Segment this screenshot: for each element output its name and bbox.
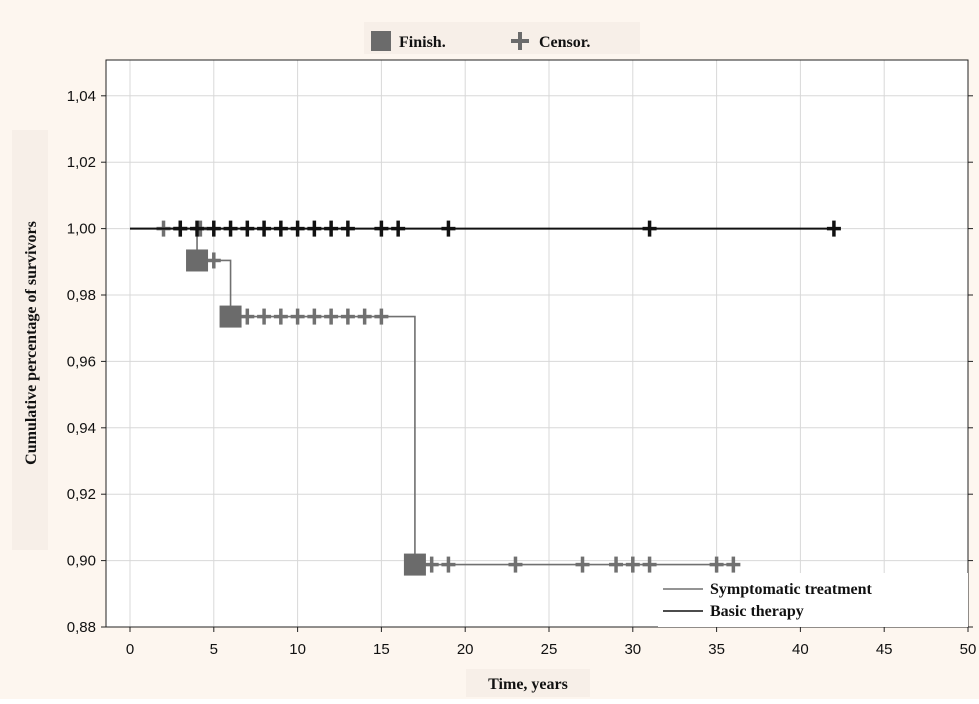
y-axis: 0,88 0,90 0,92 0,94 0,96 0,98 1,00 1,02 1,04	[67, 88, 973, 636]
x-tick-label: 0	[126, 641, 134, 658]
x-tick-label: 15	[373, 641, 390, 658]
y-tick-label: 0,92	[67, 486, 96, 503]
x-tick-label: 20	[457, 641, 474, 658]
censor-marker	[441, 556, 456, 573]
plot-frame	[105, 59, 969, 628]
y-tick-label: 0,98	[67, 287, 96, 304]
censor-marker	[190, 220, 205, 237]
x-tick-label: 30	[624, 641, 641, 658]
y-tick-label: 0,90	[67, 553, 96, 570]
censor-marker	[206, 220, 221, 237]
y-tick-label: 0,88	[67, 619, 96, 636]
censor-marker	[324, 220, 339, 237]
legend-basic-label: Basic therapy	[710, 603, 804, 620]
marker-legend: Finish. Censor.	[364, 22, 640, 54]
series-group	[130, 220, 841, 576]
censor-legend-label: Censor.	[539, 34, 590, 51]
series-legend: Symptomatic treatment Basic therapy	[658, 573, 968, 627]
censor-marker	[307, 308, 322, 325]
censor-marker	[424, 556, 439, 573]
y-tick-label: 0,96	[67, 353, 96, 370]
finish-marker	[403, 553, 426, 576]
x-tick-label: 40	[792, 641, 809, 658]
grid	[106, 60, 969, 628]
censor-marker	[374, 308, 389, 325]
y-tick-label: 0,94	[67, 420, 96, 437]
censor-marker	[273, 308, 288, 325]
y-tick-label: 1,02	[67, 154, 96, 171]
finish-marker	[219, 305, 242, 328]
censor-marker	[625, 556, 640, 573]
x-tick-label: 5	[210, 641, 218, 658]
x-axis-title: Time, years	[488, 676, 568, 693]
finish-legend-marker	[371, 31, 391, 51]
censor-marker	[257, 308, 272, 325]
y-tick-label: 1,04	[67, 88, 96, 105]
x-tick-label: 25	[541, 641, 558, 658]
censor-marker	[290, 308, 305, 325]
censor-marker	[642, 556, 657, 573]
censor-marker	[508, 556, 523, 573]
censor-marker	[223, 220, 238, 237]
censor-marker	[340, 308, 355, 325]
censor-marker	[240, 308, 255, 325]
censor-marker	[357, 308, 372, 325]
censor-marker	[642, 220, 657, 237]
censor-marker	[240, 220, 255, 237]
y-tick-label: 1,00	[67, 221, 96, 238]
series-1	[130, 220, 841, 237]
x-tick-label: 35	[708, 641, 725, 658]
finish-legend-label: Finish.	[399, 34, 446, 51]
censor-marker	[173, 220, 188, 237]
censor-marker	[709, 556, 724, 573]
x-tick-label: 50	[960, 641, 977, 658]
censor-marker	[290, 220, 305, 237]
x-axis: 0 5 10 15 20 25 30 35 40 45 50	[126, 627, 977, 658]
censor-marker	[206, 252, 221, 269]
x-tick-label: 10	[289, 641, 306, 658]
censor-marker	[374, 220, 389, 237]
censor-marker	[307, 220, 322, 237]
legend-symptomatic-label: Symptomatic treatment	[710, 581, 873, 598]
censor-marker	[609, 556, 624, 573]
censor-marker	[441, 220, 456, 237]
censor-marker	[257, 220, 272, 237]
censor-marker	[575, 556, 590, 573]
finish-marker	[186, 249, 209, 272]
censor-marker	[391, 220, 406, 237]
censor-marker	[826, 220, 841, 237]
censor-marker	[273, 220, 288, 237]
censor-marker	[726, 556, 741, 573]
censor-legend-marker	[511, 32, 529, 50]
plot-area	[106, 60, 968, 627]
censor-marker	[340, 220, 355, 237]
censor-marker	[324, 308, 339, 325]
y-axis-title: Cumulative percentage of survivors	[23, 221, 40, 465]
x-tick-label: 45	[876, 641, 893, 658]
